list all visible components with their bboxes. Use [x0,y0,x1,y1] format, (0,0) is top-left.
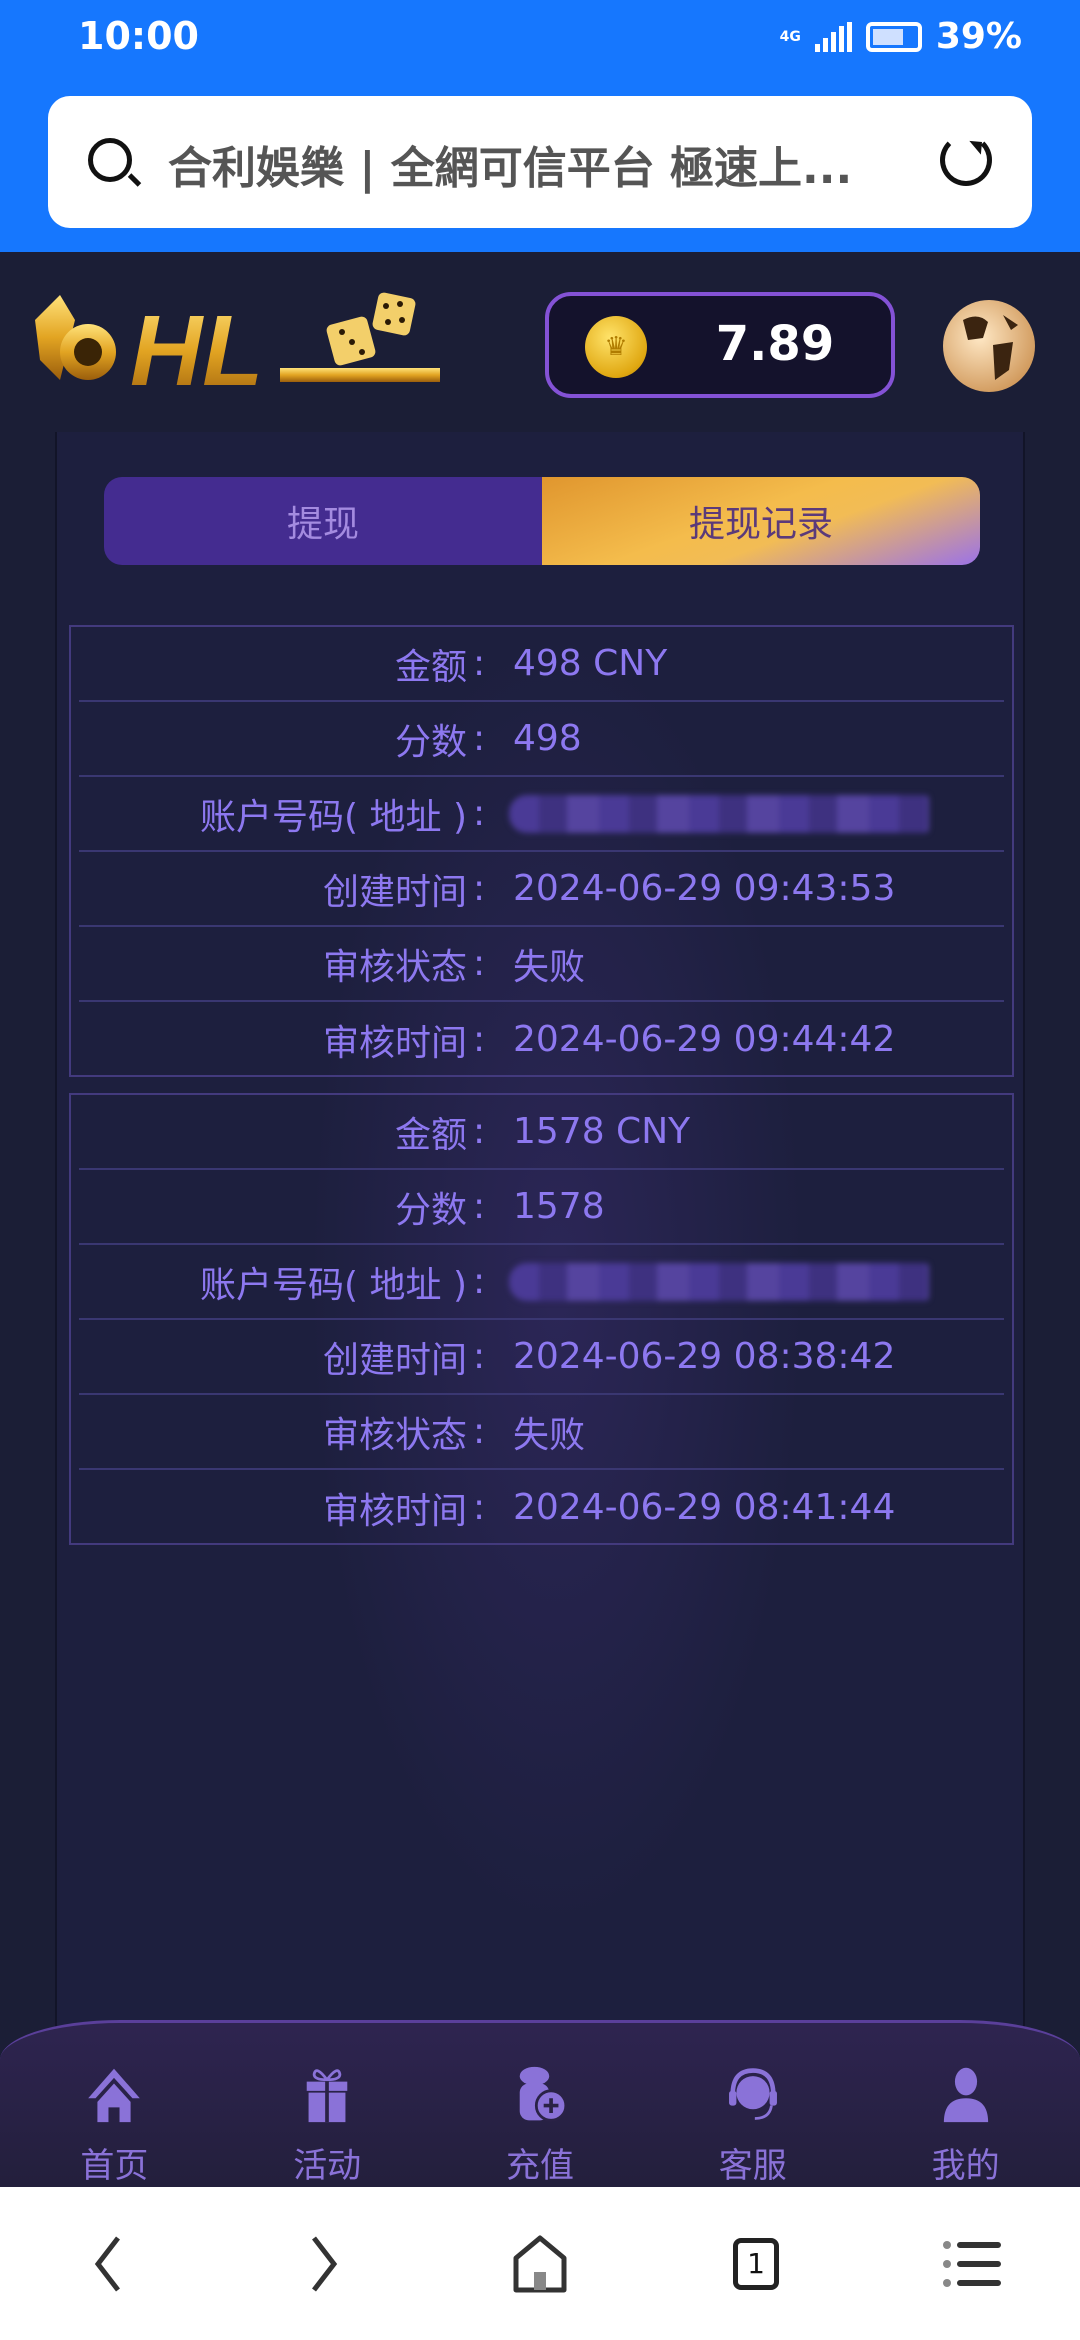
record-row-reviewed: 审核时间:2024-06-29 09:44:42 [79,1002,1004,1077]
gift-icon [306,2069,348,2123]
battery-icon [865,21,922,52]
row-label: 审核状态 [322,946,467,988]
search-icon[interactable] [88,138,132,182]
row-colon: : [473,643,486,684]
headset-icon [728,2068,777,2120]
menu-button[interactable] [927,2219,1017,2309]
record-row-status: 审核状态: 失败 [79,1395,1004,1470]
row-colon: : [473,1336,486,1377]
row-value: 2024-06-29 08:41:44 [513,1487,896,1528]
nav-label: 活动 [293,2146,362,2186]
row-value: 1578 CNY [513,1111,691,1152]
row-label: 审核时间 [322,1022,467,1064]
nav-label: 首页 [80,2146,149,2186]
battery-percent: 39% [935,16,1022,57]
back-button[interactable] [63,2219,153,2309]
bottom-nav: 首页 活动 充值 客服 我的 [0,2020,1080,2187]
status-value: 失败 [513,946,586,988]
chevron-left-icon [94,2235,120,2292]
tab-count: 1 [733,2237,779,2290]
record-row-points: 分数:1578 [79,1170,1004,1245]
status-value: 失败 [513,1414,586,1456]
row-value: 1578 [513,1186,605,1227]
row-colon: : [473,1411,486,1452]
record-row-amount: 金额:498 CNY [79,627,1004,702]
tabs-button[interactable]: 1 [711,2219,801,2309]
row-label: 创建时间 [322,1339,467,1381]
row-value: 2024-06-29 09:43:53 [513,868,896,909]
chevron-right-icon [312,2235,338,2292]
record-row-created: 创建时间:2024-06-29 09:43:53 [79,852,1004,927]
row-value: 498 CNY [513,643,668,684]
nav-profile[interactable]: 我的 [891,2023,1041,2187]
record-row-status: 审核状态: 失败 [79,927,1004,1002]
record-row-amount: 金额:1578 CNY [79,1095,1004,1170]
record-row-account: 账户号码( 地址 ): [79,777,1004,852]
balance-display[interactable]: ♛ 7.89 [545,292,895,398]
nav-label: 充值 [505,2146,574,2186]
redacted-account-value [509,1262,929,1301]
row-colon: : [473,868,486,909]
record-row-reviewed: 审核时间:2024-06-29 08:41:44 [79,1470,1004,1545]
nav-label: 客服 [718,2146,787,2186]
tab-withdraw[interactable]: 提现 [104,477,542,565]
site-logo[interactable]: HL [30,290,450,395]
home-icon [88,2068,141,2123]
row-value: 2024-06-29 08:38:42 [513,1336,896,1377]
record-row-points: 分数:498 [79,702,1004,777]
nav-activity[interactable]: 活动 [252,2023,402,2187]
row-colon: : [473,1487,486,1528]
user-icon [943,2067,988,2123]
withdraw-record-card: 金额:1578 CNY 分数:1578 账户号码( 地址 ): 创建时间:202… [69,1093,1014,1545]
record-row-created: 创建时间:2024-06-29 08:38:42 [79,1320,1004,1395]
row-label: 账户号码( 地址 ) [200,796,467,838]
forward-button[interactable] [279,2219,369,2309]
withdraw-record-card: 金额:498 CNY 分数:498 账户号码( 地址 ): 创建时间:2024-… [69,625,1014,1077]
nav-label: 我的 [931,2146,1000,2186]
balance-value: 7.89 [715,316,835,372]
page-title[interactable]: 合利娛樂 | 全網可信平台 極速上... [168,143,853,194]
nav-deposit[interactable]: 充值 [465,2023,615,2187]
row-colon: : [473,1186,486,1227]
globe-icon[interactable] [943,300,1035,392]
clock: 10:00 [78,14,199,58]
status-bar: 10:00 4G 39% 合利娛樂 | 全網可信平台 極速上... [0,0,1080,252]
row-colon: : [473,1111,486,1152]
address-bar[interactable]: 合利娛樂 | 全網可信平台 極速上... [48,96,1032,228]
row-value: 498 [513,718,582,759]
reload-icon[interactable] [940,134,992,186]
record-row-account: 账户号码( 地址 ): [79,1245,1004,1320]
row-colon: : [473,1019,486,1060]
home-button[interactable] [495,2219,585,2309]
home-outline-icon [513,2235,567,2292]
system-icons: 4G 39% [780,16,1022,57]
signal-icon [814,21,852,52]
row-value: 2024-06-29 09:44:42 [513,1019,896,1060]
row-colon: : [473,1261,486,1302]
tab-withdraw-history[interactable]: 提现记录 [542,477,980,565]
tab-bar: 提现 提现记录 [104,477,980,565]
row-colon: : [473,943,486,984]
row-label: 金额 [394,1114,467,1156]
redacted-account-value [509,794,929,833]
nav-support[interactable]: 客服 [678,2023,828,2187]
network-label: 4G [779,28,801,45]
row-label: 审核时间 [322,1490,467,1532]
row-label: 账户号码( 地址 ) [200,1264,467,1306]
row-colon: : [473,793,486,834]
menu-list-icon [943,2240,1001,2287]
row-label: 审核状态 [322,1414,467,1456]
nav-home[interactable]: 首页 [39,2023,189,2187]
row-label: 分数 [394,721,467,763]
content-panel: 提现 提现记录 金额:498 CNY 分数:498 账户号码( 地址 ): 创建… [55,432,1025,2052]
row-label: 金额 [394,646,467,688]
svg-text:HL: HL [130,295,263,395]
row-colon: : [473,718,486,759]
browser-toolbar: 1 [0,2187,1080,2340]
row-label: 分数 [394,1189,467,1231]
coin-icon: ♛ [585,316,647,378]
row-label: 创建时间 [322,871,467,913]
site-header: HL ♛ 7.89 [0,252,1080,432]
coins-plus-icon [519,2066,568,2122]
